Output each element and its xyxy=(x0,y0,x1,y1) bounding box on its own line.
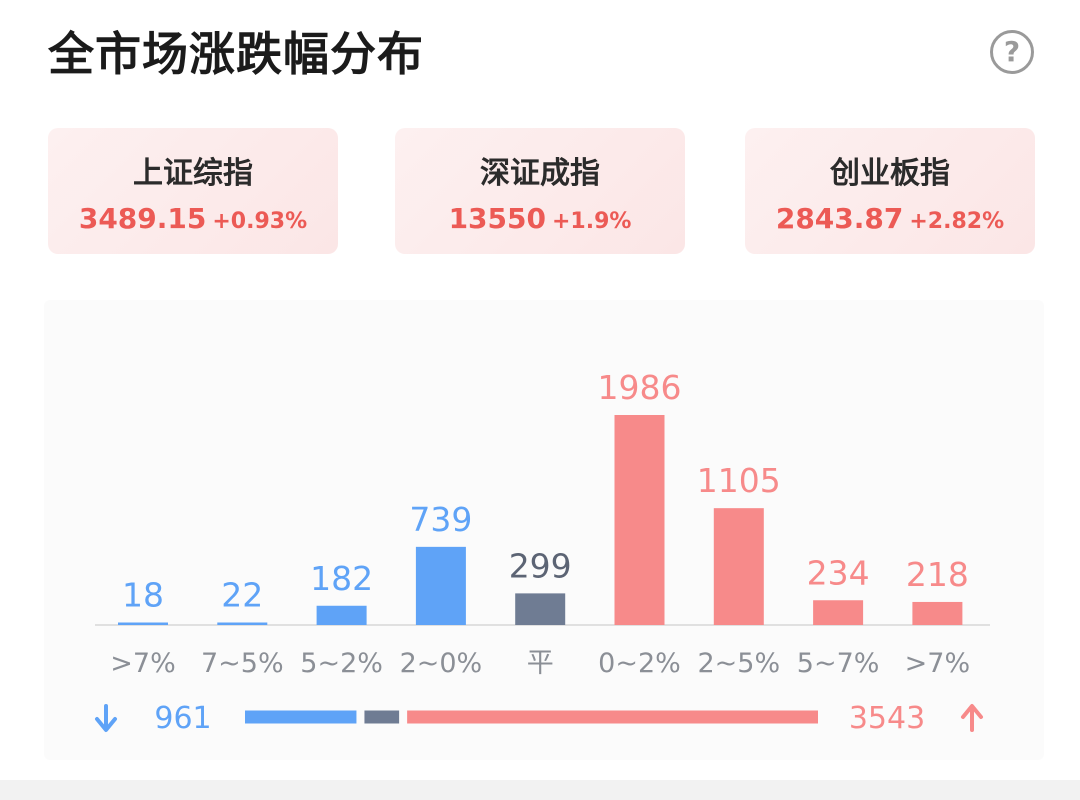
bar-value-label: 739 xyxy=(409,500,472,539)
bar-value-label: 1105 xyxy=(697,461,781,500)
bar-value-label: 218 xyxy=(906,555,969,594)
bar-value-label: 1986 xyxy=(598,368,682,407)
index-name: 深证成指 xyxy=(480,156,600,191)
bar-6 xyxy=(713,508,764,625)
help-circle-icon[interactable]: ? xyxy=(990,30,1034,74)
bar-value-label: 182 xyxy=(310,559,373,598)
summary-bar-down xyxy=(245,710,357,724)
summary-bar-flat xyxy=(364,710,400,724)
index-change: +2.82% xyxy=(909,209,1005,234)
up-count: 3543 xyxy=(849,701,925,736)
category-label: 0~2% xyxy=(598,648,681,679)
bar-value-label: 234 xyxy=(807,553,870,592)
index-card-chinext[interactable]: 创业板指 2843.87 +2.82% xyxy=(745,128,1035,254)
category-label: >7% xyxy=(905,648,970,679)
bar-value-label: 22 xyxy=(221,576,263,615)
index-value: 3489.15 xyxy=(78,202,207,235)
category-label: 5~7% xyxy=(797,648,880,679)
index-name: 创业板指 xyxy=(830,156,950,191)
bar-8 xyxy=(912,601,963,625)
bar-value-label: 18 xyxy=(122,576,164,615)
index-change: +1.9% xyxy=(551,209,632,234)
category-label: 2~5% xyxy=(697,648,780,679)
bar-3 xyxy=(415,546,466,625)
index-value: 13550 xyxy=(448,202,546,235)
index-change: +0.93% xyxy=(212,209,308,234)
arrow-down-icon xyxy=(95,704,117,732)
bar-0 xyxy=(118,622,168,625)
bar-2 xyxy=(316,605,367,625)
index-name: 上证综指 xyxy=(133,156,253,191)
bar-7 xyxy=(813,600,864,625)
page-title: 全市场涨跌幅分布 xyxy=(48,27,424,81)
summary-bar-up xyxy=(407,710,818,724)
category-label: 2~0% xyxy=(400,648,483,679)
category-label: 7~5% xyxy=(201,648,284,679)
bottom-divider xyxy=(0,780,1080,800)
category-label: >7% xyxy=(110,648,175,679)
bar-1 xyxy=(217,622,268,625)
bar-5 xyxy=(614,415,665,625)
category-label: 5~2% xyxy=(300,648,383,679)
bar-value-label: 299 xyxy=(509,546,572,585)
index-card-shanghai[interactable]: 上证综指 3489.15 +0.93% xyxy=(48,128,338,254)
chart-panel xyxy=(44,300,1044,760)
index-card-shenzhen[interactable]: 深证成指 13550 +1.9% xyxy=(395,128,685,254)
arrow-up-icon xyxy=(961,704,983,732)
category-label: 平 xyxy=(527,648,554,679)
bar-4 xyxy=(515,593,566,625)
index-value: 2843.87 xyxy=(775,202,904,235)
down-count: 961 xyxy=(154,701,211,736)
